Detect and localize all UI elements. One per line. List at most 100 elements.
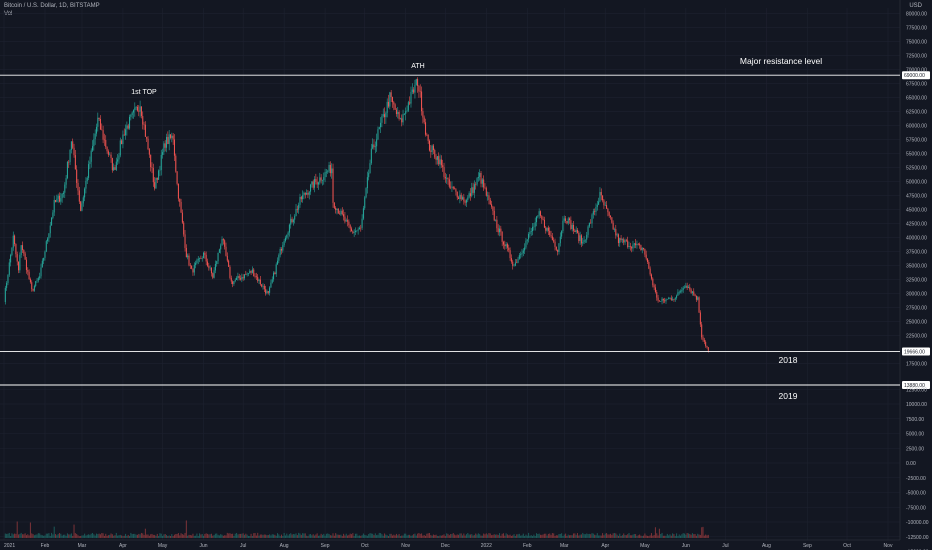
candle-body — [14, 235, 16, 245]
volume-bar — [542, 534, 544, 538]
candle-body — [237, 276, 239, 278]
volume-bar — [233, 535, 235, 538]
candle-body — [121, 140, 123, 145]
time-tick-label: 2021 — [4, 543, 15, 549]
volume-bar — [40, 534, 42, 538]
candle-body — [319, 177, 321, 183]
volume-bar — [352, 533, 354, 538]
volume-bar — [313, 535, 316, 538]
volume-bar — [386, 535, 388, 538]
candle-body — [389, 92, 391, 107]
volume-bar — [265, 534, 267, 538]
volume-bar — [61, 535, 63, 538]
volume-bar — [320, 533, 322, 538]
candle-body — [213, 270, 215, 278]
volume-bar — [115, 532, 117, 538]
volume-bar — [510, 535, 512, 538]
candle-body — [21, 245, 24, 251]
volume-bar — [551, 533, 553, 538]
candle-body — [238, 276, 240, 279]
volume-bar — [705, 534, 707, 538]
volume-bar — [259, 534, 261, 538]
candle-body — [69, 149, 71, 163]
volume-bar — [443, 534, 445, 538]
candle-body — [472, 187, 474, 193]
candle-body — [685, 285, 687, 288]
volume-bar — [19, 533, 21, 538]
candle-body — [32, 288, 34, 291]
candle-body — [677, 292, 679, 296]
volume-bar — [640, 535, 642, 538]
volume-bar — [456, 534, 458, 538]
horizontal-levels[interactable]: 69000.00 19666.00 13880.00 — [0, 71, 930, 389]
volume-bar — [21, 534, 24, 538]
candle-body — [481, 179, 483, 184]
candle-body — [271, 279, 273, 283]
candle-body — [199, 258, 201, 259]
volume-bar — [501, 533, 503, 538]
candle-body — [129, 116, 131, 129]
candle-body — [563, 218, 565, 221]
candle-body — [15, 244, 17, 255]
candle-body — [496, 219, 498, 229]
candle-body — [19, 254, 21, 271]
candle-body — [206, 261, 209, 266]
candle-body — [132, 110, 135, 113]
candle-body — [64, 184, 66, 193]
candle-body — [37, 278, 39, 281]
volume-bar — [202, 535, 205, 538]
volume-bar — [477, 533, 479, 538]
volume-bar — [695, 535, 697, 538]
level-price-label: 69000.00 — [904, 73, 925, 79]
candle-body — [265, 289, 267, 294]
candle-body — [513, 265, 515, 267]
volume-bar — [191, 535, 193, 538]
candle-body — [611, 217, 613, 223]
volume-bar — [340, 534, 342, 538]
candle-body — [703, 339, 705, 342]
volume-bar — [641, 535, 643, 538]
candle-body — [345, 220, 347, 222]
volume-bar — [506, 534, 508, 538]
candle-body — [158, 170, 160, 180]
volume-bar — [35, 534, 37, 538]
candle-body — [154, 182, 156, 189]
volume-bar — [60, 533, 62, 538]
candle-body — [239, 278, 242, 280]
candle-body — [649, 268, 651, 275]
volume-bar — [247, 535, 249, 538]
candle-body — [321, 180, 323, 181]
volume-bar — [629, 535, 631, 538]
volume-bar — [578, 535, 580, 538]
volume-bar — [428, 532, 431, 538]
candle-body — [418, 85, 420, 92]
candle-body — [391, 96, 394, 103]
candle-body — [492, 206, 494, 211]
volume-bar — [555, 535, 557, 538]
annotation-label: 1st TOP — [131, 89, 157, 96]
candle-body — [308, 191, 310, 195]
candle-body — [636, 243, 638, 246]
volume-bar — [532, 536, 534, 538]
volume-bar — [52, 534, 54, 538]
time-tick-label: Jun — [199, 543, 207, 549]
candle-body — [633, 243, 635, 245]
candle-body — [683, 287, 686, 289]
volume-bar — [290, 533, 292, 538]
candle-body — [41, 260, 43, 268]
volume-bar — [331, 535, 333, 538]
volume-bar — [147, 534, 149, 538]
volume-bar — [329, 535, 331, 538]
volume-bar — [199, 533, 201, 538]
axes: 80000.00 77500.00 75000.00 72500.00 70000.00… — [4, 12, 929, 550]
volume-bar — [364, 534, 366, 538]
candle-body — [184, 234, 186, 248]
volume-bar — [266, 535, 268, 538]
candle-body — [76, 169, 78, 183]
volume-bar — [282, 535, 284, 538]
volume-bar — [473, 534, 475, 538]
candle-body — [603, 200, 605, 206]
volume-bar — [384, 533, 386, 538]
volume-bar — [665, 535, 667, 538]
